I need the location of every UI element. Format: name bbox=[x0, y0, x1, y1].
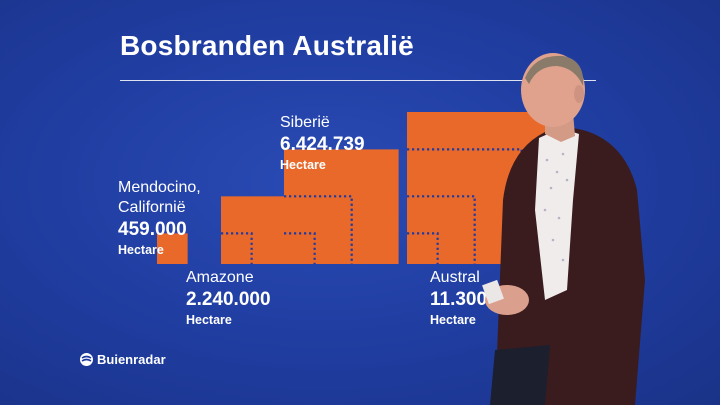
buienradar-logo: Buienradar bbox=[80, 352, 166, 367]
category-unit: Hectare bbox=[430, 313, 476, 327]
chart-title: Bosbranden Australië bbox=[120, 30, 414, 61]
category-name-line2: Californië bbox=[118, 199, 186, 216]
buienradar-logo-icon bbox=[80, 353, 93, 366]
title-divider bbox=[120, 80, 596, 81]
category-name: Siberië bbox=[280, 114, 330, 131]
category-name: Austral bbox=[430, 269, 480, 286]
presenter-figure bbox=[482, 53, 645, 405]
category-name: Amazone bbox=[186, 269, 254, 286]
area-square-2 bbox=[284, 149, 399, 264]
logo-text: Buienradar bbox=[97, 352, 166, 367]
label-amazone: Amazone 2.240.000 Hectare bbox=[186, 268, 271, 328]
comparison-outline-3-0 bbox=[407, 232, 439, 264]
label-mendocino: Mendocino, Californië 459.000 Hectare bbox=[118, 178, 201, 258]
area-square-0 bbox=[157, 233, 188, 264]
category-value: 6.424.739 bbox=[280, 134, 365, 155]
comparison-outline-1-0 bbox=[221, 232, 253, 264]
category-unit: Hectare bbox=[280, 158, 326, 172]
comparison-outline-2-0 bbox=[284, 232, 316, 264]
category-unit: Hectare bbox=[118, 243, 164, 257]
area-square-1 bbox=[221, 196, 289, 264]
category-value: 2.240.000 bbox=[186, 289, 271, 310]
category-unit: Hectare bbox=[186, 313, 232, 327]
label-siberie: Siberië 6.424.739 Hectare bbox=[280, 113, 365, 173]
label-australie: Austral 11.300 Hectare bbox=[430, 268, 487, 328]
category-value: 11.300 bbox=[430, 289, 488, 310]
category-value: 459.000 bbox=[118, 219, 187, 240]
category-name: Mendocino, bbox=[118, 179, 201, 196]
